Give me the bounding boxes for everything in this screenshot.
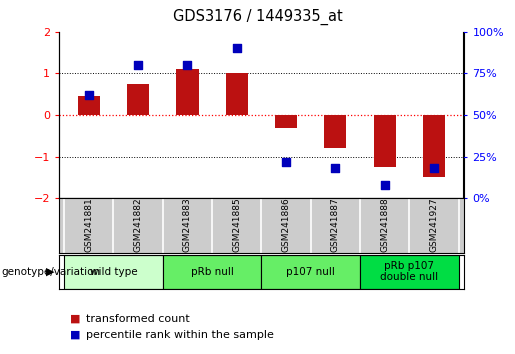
Text: GSM241888: GSM241888: [380, 197, 389, 252]
Text: percentile rank within the sample: percentile rank within the sample: [86, 330, 274, 339]
Bar: [324, 115, 347, 148]
Point: [84, 92, 93, 98]
Bar: [78, 96, 100, 115]
Text: GSM241881: GSM241881: [84, 197, 93, 252]
Text: ▶: ▶: [46, 267, 54, 277]
Text: GSM241927: GSM241927: [430, 197, 438, 252]
Bar: [176, 69, 198, 115]
Text: transformed count: transformed count: [86, 314, 190, 324]
Bar: [163, 255, 261, 289]
Bar: [275, 115, 297, 129]
Point: [282, 159, 290, 165]
Text: ■: ■: [70, 314, 80, 324]
Bar: [373, 115, 396, 167]
Bar: [423, 115, 445, 177]
Text: GSM241883: GSM241883: [183, 197, 192, 252]
Text: genotype/variation: genotype/variation: [1, 267, 100, 277]
Point: [134, 62, 142, 68]
Bar: [360, 255, 458, 289]
Text: p107 null: p107 null: [286, 267, 335, 277]
Text: GDS3176 / 1449335_at: GDS3176 / 1449335_at: [173, 9, 342, 25]
Bar: [64, 255, 163, 289]
Point: [183, 62, 192, 68]
Bar: [127, 84, 149, 115]
Point: [430, 165, 438, 171]
Text: ■: ■: [70, 330, 80, 339]
Point: [331, 165, 339, 171]
Text: pRb null: pRb null: [191, 267, 233, 277]
Text: GSM241887: GSM241887: [331, 197, 340, 252]
Bar: [226, 74, 248, 115]
Text: GSM241882: GSM241882: [133, 197, 143, 252]
Point: [381, 182, 389, 188]
Point: [233, 46, 241, 51]
Text: pRb p107
double null: pRb p107 double null: [380, 261, 438, 282]
Text: GSM241885: GSM241885: [232, 197, 241, 252]
Bar: [261, 255, 360, 289]
Text: GSM241886: GSM241886: [282, 197, 290, 252]
Text: wild type: wild type: [90, 267, 138, 277]
